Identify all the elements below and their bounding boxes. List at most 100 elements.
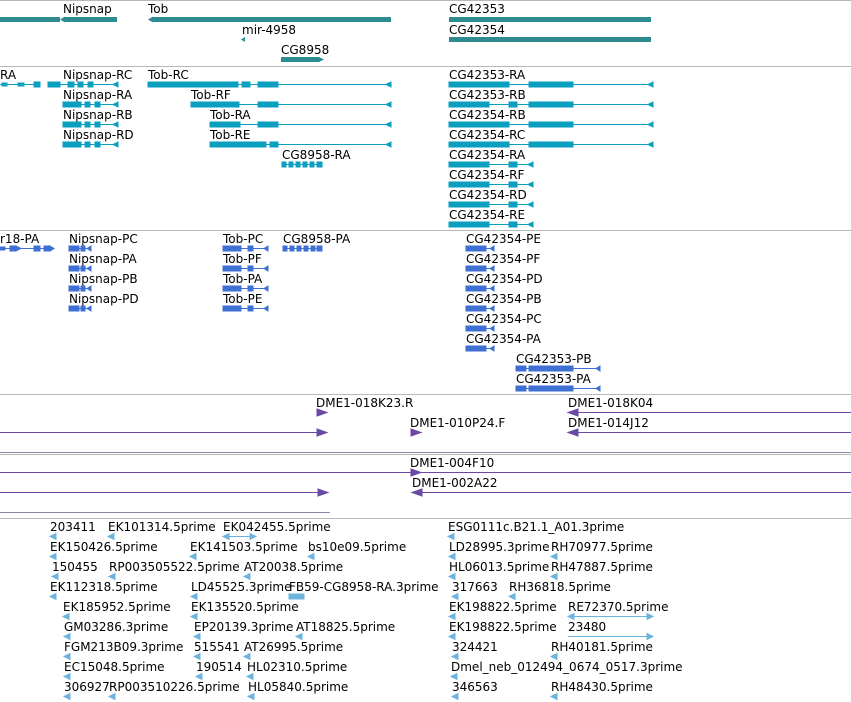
gene-label[interactable]: Tob	[148, 2, 169, 16]
est-feature[interactable]	[0, 532, 851, 702]
clone-label[interactable]: DME1-014J12	[568, 416, 649, 430]
est-label[interactable]: bs10e09.5prime	[308, 540, 407, 554]
transcript-label[interactable]: Nipsnap-RA	[63, 88, 133, 102]
est-label[interactable]: EC15048.5prime	[64, 660, 165, 674]
protein-feature[interactable]	[0, 244, 851, 392]
est-label[interactable]: RE72370.5prime	[568, 600, 669, 614]
protein-label[interactable]: CG42354-PE	[466, 232, 541, 246]
transcript-label[interactable]: Tob-RC	[148, 68, 189, 82]
protein-label[interactable]: CG42353-PB	[516, 352, 592, 366]
gene-label[interactable]: CG8958	[281, 43, 330, 57]
est-label[interactable]: EK198822.5prime	[449, 600, 557, 614]
transcript-label[interactable]: CG42354-RD	[449, 188, 527, 202]
est-label[interactable]: 515541	[194, 640, 240, 654]
protein-label[interactable]: Nipsnap-PD	[69, 292, 139, 306]
est-label[interactable]: EP20139.3prime	[194, 620, 294, 634]
est-label[interactable]: HL05840.5prime	[248, 680, 349, 694]
est-label[interactable]: 23480	[568, 620, 607, 634]
est-label[interactable]: EK042455.5prime	[223, 520, 331, 534]
est-label[interactable]: RH47887.5prime	[551, 560, 653, 574]
protein-label[interactable]: Tob-PA	[223, 272, 263, 286]
est-label[interactable]: EK185952.5prime	[63, 600, 171, 614]
protein-label[interactable]: Nipsnap-PC	[69, 232, 138, 246]
gene-feature[interactable]	[0, 15, 851, 65]
transcript-label[interactable]: CG42354-RE	[449, 208, 526, 222]
transcript-feature[interactable]	[0, 80, 851, 228]
est-label[interactable]: FGM213B09.3prime	[64, 640, 184, 654]
transcript-label[interactable]: CG42353-RA	[449, 68, 526, 82]
clone-label[interactable]: DME1-010P24.F	[410, 416, 506, 430]
est-label[interactable]: RP003505522.5prime	[109, 560, 240, 574]
est-label[interactable]: 306927	[64, 680, 110, 694]
gene-label[interactable]: Nipsnap	[63, 2, 112, 16]
transcript-label[interactable]: Tob-RA	[210, 108, 251, 122]
est-label[interactable]: AT20038.5prime	[244, 560, 344, 574]
est-label[interactable]: EK150426.5prime	[50, 540, 158, 554]
protein-label[interactable]: CG42354-PC	[466, 312, 542, 326]
est-label[interactable]: 190514	[196, 660, 242, 674]
transcript-label[interactable]: CG8958-RA	[282, 148, 351, 162]
est-label[interactable]: EK141503.5prime	[190, 540, 298, 554]
gene-label[interactable]: CG42353	[449, 2, 505, 16]
protein-label[interactable]: Tob-PC	[223, 232, 264, 246]
protein-label[interactable]: CG8958-PA	[283, 232, 351, 246]
est-label[interactable]: AT18825.5prime	[296, 620, 396, 634]
transcript-label[interactable]: Tob-RE	[210, 128, 251, 142]
transcript-label[interactable]: Tob-RF	[191, 88, 231, 102]
protein-label[interactable]: Tob-PE	[223, 292, 263, 306]
protein-label[interactable]: r18-PA	[0, 232, 40, 246]
est-label[interactable]: RH36818.5prime	[509, 580, 611, 594]
track-divider	[0, 454, 851, 455]
est-label[interactable]: LD45525.3prime	[191, 580, 292, 594]
transcript-label[interactable]: CG42354-RB	[449, 108, 526, 122]
est-label[interactable]: EK101314.5prime	[108, 520, 216, 534]
est-label[interactable]: EK135520.5prime	[191, 600, 299, 614]
transcript-label[interactable]: Nipsnap-RC	[63, 68, 133, 82]
protein-label[interactable]: CG42354-PA	[466, 332, 541, 346]
clone-feature[interactable]	[0, 406, 851, 516]
transcript-label[interactable]: CG42354-RA	[449, 148, 526, 162]
transcript-label[interactable]: RA	[0, 68, 17, 82]
gene-label[interactable]: CG42354	[449, 23, 505, 37]
protein-label[interactable]: Tob-PF	[223, 252, 262, 266]
clone-label[interactable]: DME1-018K04	[568, 396, 654, 410]
protein-label[interactable]: CG42354-PD	[466, 272, 543, 286]
est-label[interactable]: 203411	[50, 520, 96, 534]
protein-label[interactable]: Nipsnap-PB	[69, 272, 138, 286]
est-label[interactable]: RH40181.5prime	[551, 640, 653, 654]
est-label[interactable]: FB59-CG8958-RA.3prime	[289, 580, 439, 594]
est-label[interactable]: RH48430.5prime	[551, 680, 653, 694]
est-label[interactable]: 150455	[52, 560, 98, 574]
track-divider	[0, 230, 851, 231]
track-divider	[0, 0, 851, 1]
protein-label[interactable]: Nipsnap-PA	[69, 252, 137, 266]
est-label[interactable]: 317663	[452, 580, 498, 594]
transcript-label[interactable]: Nipsnap-RD	[63, 128, 134, 142]
est-label[interactable]: HL02310.5prime	[247, 660, 348, 674]
clone-label[interactable]: DME1-018K23.R	[316, 396, 414, 410]
clone-label[interactable]: DME1-004F10	[410, 456, 495, 470]
track-divider	[0, 394, 851, 395]
est-label[interactable]: LD28995.3prime	[449, 540, 550, 554]
est-label[interactable]: GM03286.3prime	[64, 620, 169, 634]
est-label[interactable]: HL06013.5prime	[449, 560, 550, 574]
protein-label[interactable]: CG42353-PA	[516, 372, 591, 386]
transcript-label[interactable]: Nipsnap-RB	[63, 108, 133, 122]
est-label[interactable]: 346563	[452, 680, 498, 694]
protein-label[interactable]: CG42354-PB	[466, 292, 542, 306]
est-label[interactable]: ESG0111c.B21.1_A01.3prime	[448, 520, 625, 534]
est-label[interactable]: Dmel_neb_012494_0674_0517.3prime	[451, 660, 683, 674]
est-label[interactable]: 324421	[452, 640, 498, 654]
est-label[interactable]: RP003510226.5prime	[109, 680, 240, 694]
protein-label[interactable]: CG42354-PF	[466, 252, 541, 266]
transcript-label[interactable]: CG42354-RC	[449, 128, 526, 142]
est-label[interactable]: AT26995.5prime	[244, 640, 344, 654]
gene-label[interactable]: mir-4958	[242, 23, 297, 37]
clone-label[interactable]: DME1-002A22	[412, 476, 498, 490]
transcript-label[interactable]: CG42353-RB	[449, 88, 526, 102]
track-divider	[0, 518, 851, 519]
est-label[interactable]: EK198822.5prime	[449, 620, 557, 634]
transcript-label[interactable]: CG42354-RF	[449, 168, 525, 182]
est-label[interactable]: EK112318.5prime	[50, 580, 158, 594]
est-label[interactable]: RH70977.5prime	[551, 540, 653, 554]
